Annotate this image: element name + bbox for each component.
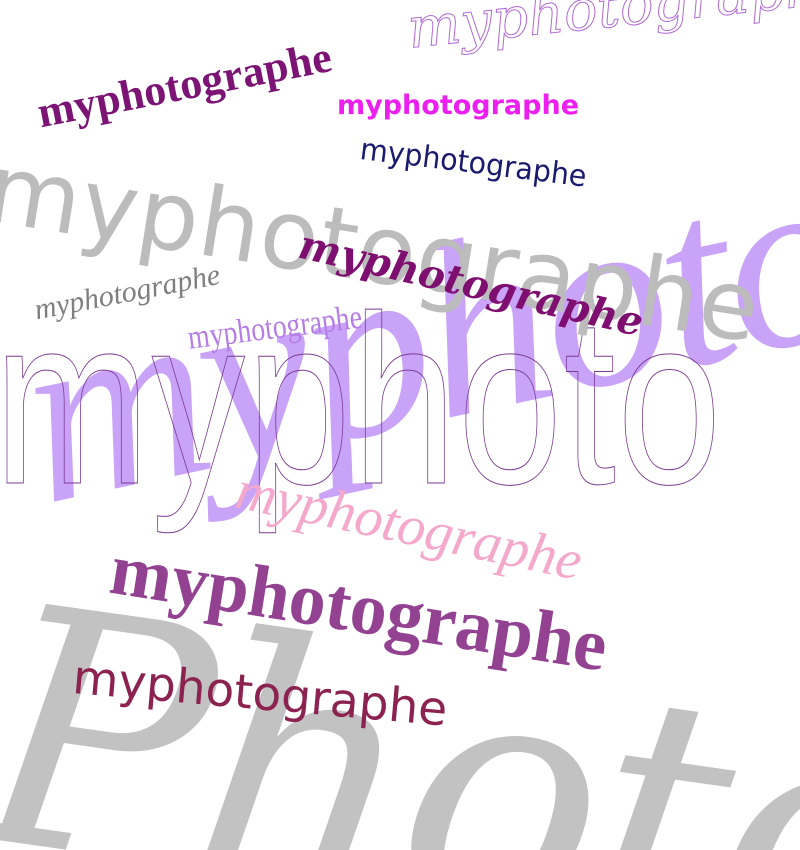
word-magenta: myphotographe [337, 90, 580, 121]
word-navy-handwriting: myphotographe [358, 132, 589, 195]
word-dark-purple-bold: myphotographe [33, 32, 336, 138]
word-myphoto-outline: myphoto [0, 266, 723, 534]
word-outline-script-top: myphotographe [404, 0, 800, 62]
